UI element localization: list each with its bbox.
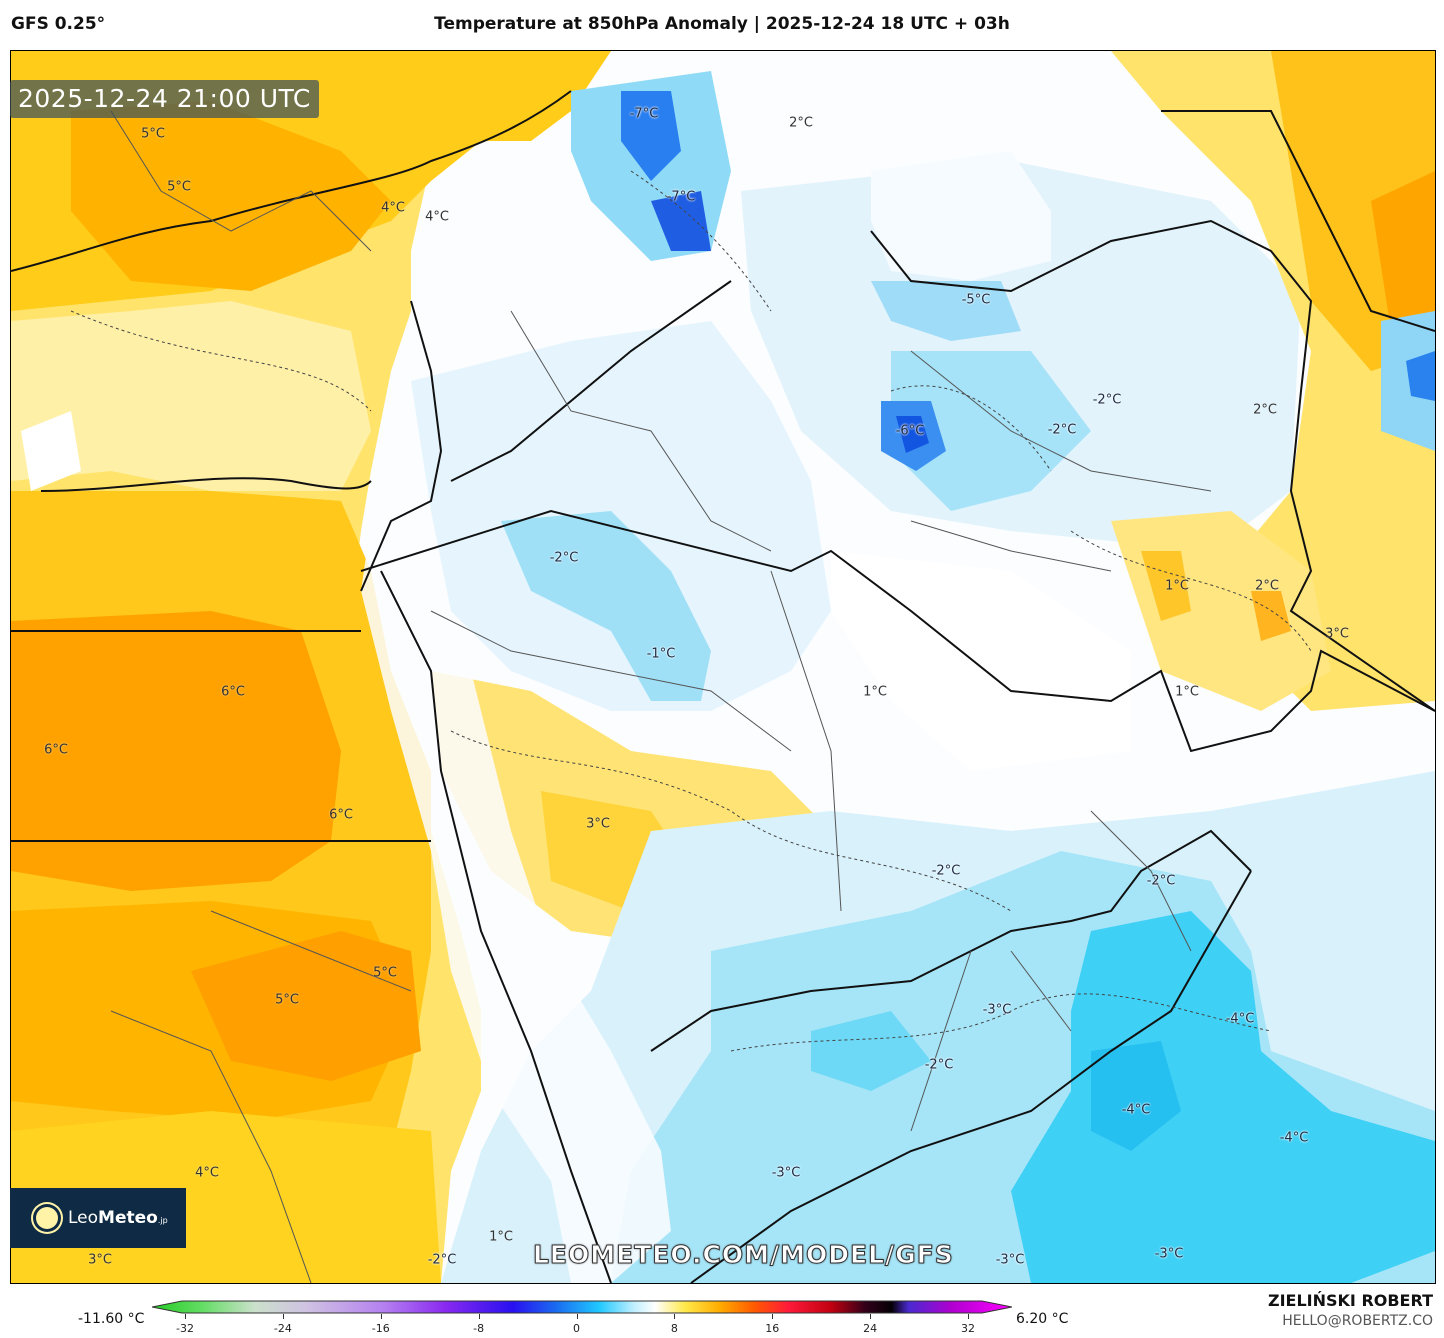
contour-label: 6°C xyxy=(329,807,353,823)
model-name: GFS 0.25° xyxy=(11,14,106,34)
colorbar-tick-label: 0 xyxy=(573,1322,580,1335)
contour-label: 1°C xyxy=(1165,578,1189,594)
colorbar-tick-label: -16 xyxy=(371,1322,390,1335)
contour-label: -4°C xyxy=(1225,1011,1255,1027)
anomaly-map: 5°C 5°C 4°C 4°C -7°C -7°C 2°C -5°C -6°C -2°C -2°C 2… xyxy=(10,50,1436,1284)
contour-label: 1°C xyxy=(863,684,887,700)
contour-label: -6°C xyxy=(895,423,925,439)
chart-title: Temperature at 850hPa Anomaly | 2025-12-… xyxy=(434,14,1010,34)
colorbar xyxy=(152,1300,1012,1314)
colorbar-max-label: 6.20 °C xyxy=(1016,1311,1069,1327)
contour-label: 5°C xyxy=(141,126,165,142)
colorbar-tick xyxy=(968,1314,969,1319)
contour-label: -2°C xyxy=(549,550,579,566)
contour-label: -2°C xyxy=(1146,873,1176,889)
contour-label: -5°C xyxy=(961,292,991,308)
contour-label: -7°C xyxy=(666,189,696,205)
logo-text: LeoMeteo.jp xyxy=(68,1208,168,1228)
contour-label: -2°C xyxy=(924,1057,954,1073)
colorbar-tick-label: 8 xyxy=(670,1322,678,1335)
contour-label: 2°C xyxy=(1253,402,1277,418)
contour-label: 2°C xyxy=(1255,578,1279,594)
contour-label: 5°C xyxy=(373,965,397,981)
colorbar-min-label: -11.60 °C xyxy=(78,1311,145,1327)
colorbar-tick xyxy=(380,1314,382,1319)
contour-label: -4°C xyxy=(1121,1102,1151,1118)
leometeo-logo: LeoMeteo.jp xyxy=(10,1188,186,1248)
contour-label: -3°C xyxy=(995,1252,1025,1268)
author-email[interactable]: HELLO@ROBERTZ.CO xyxy=(1282,1313,1433,1329)
colorbar-tick xyxy=(478,1314,480,1319)
sun-icon xyxy=(36,1207,58,1229)
colorbar-tick-label: -8 xyxy=(473,1322,485,1335)
contour-label: 4°C xyxy=(195,1165,219,1181)
valid-time-badge: 2025-12-24 21:00 UTC xyxy=(10,80,319,118)
contour-label: 3°C xyxy=(1325,626,1349,642)
colorbar-tick-label: 24 xyxy=(863,1322,878,1335)
map-field xyxy=(11,51,1435,1283)
contour-label: 3°C xyxy=(586,816,610,832)
contour-label: 4°C xyxy=(425,209,449,225)
contour-label: -3°C xyxy=(771,1165,801,1181)
contour-label: 5°C xyxy=(167,179,191,195)
colorbar-tick-label: 32 xyxy=(961,1322,975,1335)
colorbar-tick-label: -24 xyxy=(273,1322,292,1335)
contour-label: 5°C xyxy=(275,992,299,1008)
contour-label: 3°C xyxy=(88,1252,112,1268)
colorbar-tick xyxy=(282,1314,284,1319)
contour-label: -3°C xyxy=(982,1002,1012,1018)
contour-label: -1°C xyxy=(646,646,676,662)
contour-label: 6°C xyxy=(44,742,68,758)
contour-label: -2°C xyxy=(1047,422,1077,438)
contour-label: -7°C xyxy=(629,106,659,122)
colorbar-tick-label: -32 xyxy=(176,1322,194,1335)
contour-label: -2°C xyxy=(427,1252,457,1268)
contour-label: 6°C xyxy=(221,684,245,700)
contour-label: -2°C xyxy=(1092,392,1122,408)
contour-label: 4°C xyxy=(381,200,405,216)
contour-label: -3°C xyxy=(1154,1246,1184,1262)
site-watermark: LEOMETEO.COM/MODEL/GFS xyxy=(533,1240,954,1270)
colorbar-tick xyxy=(576,1314,578,1319)
contour-label: 1°C xyxy=(489,1229,513,1245)
author-name: ZIELIŃSKI ROBERT xyxy=(1267,1291,1433,1310)
colorbar-tick xyxy=(772,1314,774,1319)
contour-label: -4°C xyxy=(1279,1130,1309,1146)
colorbar-tick-label: 16 xyxy=(765,1322,780,1335)
contour-label: -2°C xyxy=(931,863,961,879)
colorbar-tick xyxy=(870,1314,872,1319)
colorbar-tick xyxy=(674,1314,676,1319)
colorbar-tick xyxy=(185,1314,186,1319)
contour-label: 1°C xyxy=(1175,684,1199,700)
contour-label: 2°C xyxy=(789,115,813,131)
